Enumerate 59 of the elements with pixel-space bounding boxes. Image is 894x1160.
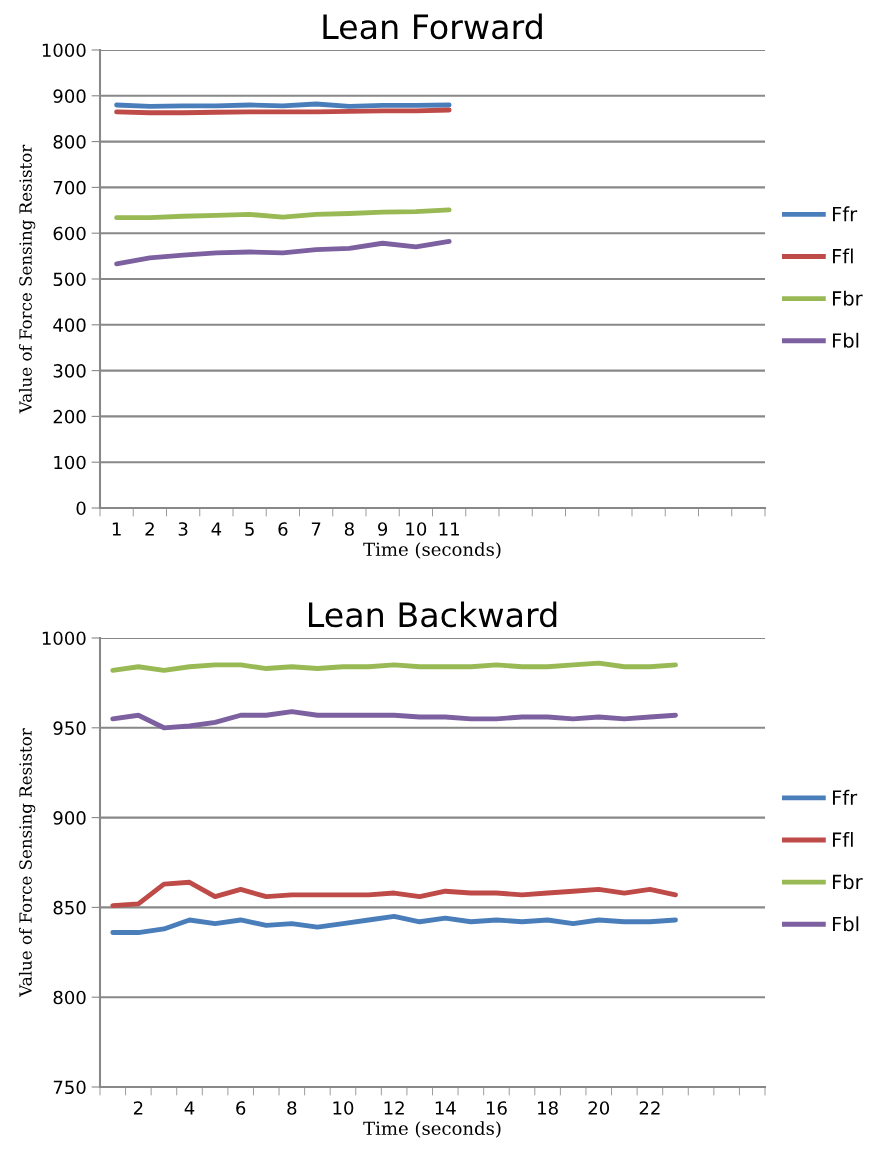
y-tick-label: 950 [53,721,86,735]
x-tick-label: 7 [311,522,321,536]
line-series [110,709,678,731]
x-tick-label: 9 [378,522,388,536]
x-tick-label: 1 [112,522,121,536]
x-tick-label: 8 [287,1101,297,1115]
line-series [114,207,452,221]
x-axis-title: Time (seconds) [363,542,501,559]
x-tick-label: 6 [236,1101,246,1115]
x-tick-label: 11 [439,522,459,536]
y-tick-label: 1000 [42,631,86,646]
chart-title: Lean Backward [309,601,557,628]
line-series [114,239,452,267]
y-tick-label: 100 [54,455,86,470]
y-tick-label: 750 [53,1080,86,1095]
x-tick-label: 2 [133,1101,143,1115]
x-tick-label: 16 [486,1101,507,1115]
legend-label: Ffl [833,832,853,847]
y-axis-title: Value of Force Sensing Resistor [18,728,36,997]
y-tick-label: 800 [53,135,86,149]
x-tick-label: 14 [435,1101,456,1115]
line-series [110,913,678,935]
x-tick-label: 20 [588,1101,610,1115]
legend-label: Fbl [833,332,859,348]
x-tick-label: 5 [245,522,254,536]
legend-label: Fbl [833,916,859,932]
y-tick-label: 1000 [42,43,86,58]
legend-label: Ffr [833,206,858,222]
legend-label: Ffr [833,789,858,805]
x-tick-label: 10 [333,1101,354,1115]
x-tick-label: 2 [145,522,154,536]
line-series [110,879,678,909]
x-tick-label: 10 [406,522,427,536]
y-axis-title: Value of Force Sensing Resistor [18,144,36,414]
y-tick-label: 700 [53,180,86,195]
x-tick-label: 12 [384,1101,404,1115]
x-tick-label: 18 [538,1101,558,1115]
x-tick-label: 8 [344,522,354,536]
x-tick-label: 22 [639,1101,660,1115]
x-tick-label: 3 [178,522,188,536]
y-tick-label: 300 [53,364,86,378]
x-tick-label: 4 [184,1101,195,1115]
legend-label: Fbr [833,874,863,890]
y-tick-label: 850 [53,900,86,915]
y-tick-label: 400 [53,318,86,332]
y-tick-label: 200 [53,409,86,424]
line-series [110,660,678,673]
legend-label: Ffl [833,248,853,264]
y-tick-label: 900 [53,811,86,825]
x-axis-title: Time (seconds) [363,1121,501,1138]
y-tick-label: 500 [53,272,86,287]
x-tick-label: 4 [211,522,222,536]
y-tick-label: 600 [53,226,86,241]
y-tick-label: 900 [53,89,86,103]
y-tick-label: 800 [53,990,86,1005]
legend-label: Fbr [833,290,863,306]
x-tick-label: 6 [278,522,288,536]
y-tick-label: 0 [76,501,86,516]
chart-title: Lean Forward [323,13,542,40]
